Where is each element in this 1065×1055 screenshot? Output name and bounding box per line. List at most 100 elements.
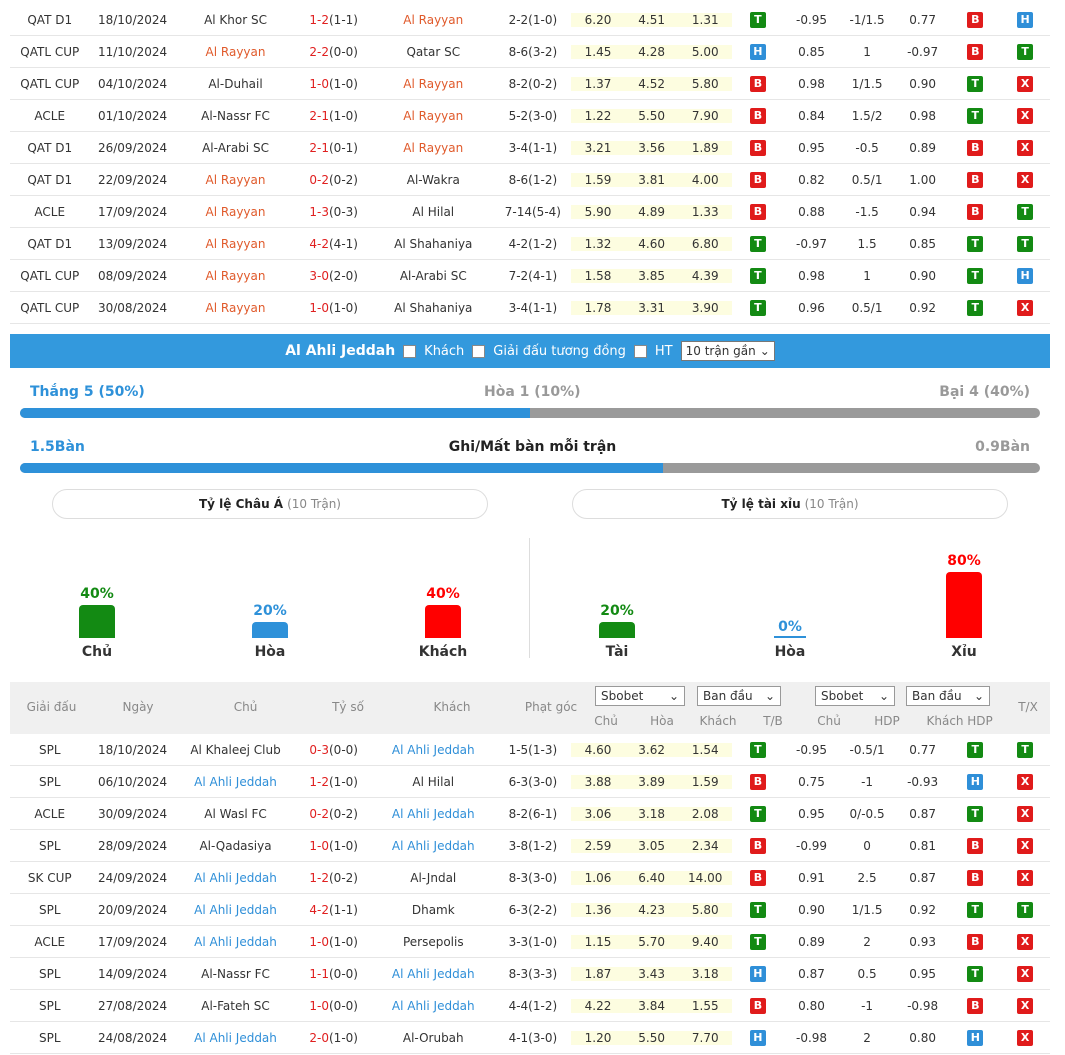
home-team-cell[interactable]: Al Khaleej Club bbox=[190, 742, 281, 757]
table-row[interactable]: SPL 20/09/2024 Al Ahli Jeddah 4-2(1-1) Dhamk… bbox=[10, 894, 1050, 926]
home-team-cell[interactable]: Al-Arabi SC bbox=[202, 140, 269, 155]
home-team-cell[interactable]: Al Rayyan bbox=[205, 268, 266, 283]
score-cell[interactable]: 1-2(1-1) bbox=[295, 13, 372, 27]
bar-category-label: Tài bbox=[605, 644, 629, 660]
score-cell[interactable]: 1-0(1-0) bbox=[295, 77, 372, 91]
table-row[interactable]: SPL 18/10/2024 Al Khaleej Club 0-3(0-0) Al A… bbox=[10, 734, 1050, 766]
away-team-cell[interactable]: Persepolis bbox=[402, 934, 464, 949]
score-cell[interactable]: 1-0(1-0) bbox=[295, 935, 372, 949]
home-team-cell[interactable]: Al Ahli Jeddah bbox=[194, 774, 277, 789]
table-row[interactable]: SPL 06/10/2024 Al Ahli Jeddah 1-2(1-0) Al Hi… bbox=[10, 766, 1050, 798]
away-team-cell[interactable]: Qatar SC bbox=[406, 44, 461, 59]
odds-type-select-1[interactable]: Ban đầu ⌄ bbox=[697, 686, 781, 706]
score-value: 1-2 bbox=[309, 774, 329, 789]
table-row[interactable]: QATL CUP 11/10/2024 Al Rayyan 2-2(0-0) Qatar… bbox=[10, 36, 1050, 68]
away-odds-cell: 1.31 bbox=[678, 12, 733, 27]
table-row[interactable]: QAT D1 13/09/2024 Al Rayyan 4-2(4-1) Al Shah… bbox=[10, 228, 1050, 260]
away-team-cell[interactable]: Al Hilal bbox=[412, 204, 455, 219]
score-cell[interactable]: 2-1(0-1) bbox=[295, 141, 372, 155]
home-team-cell[interactable]: Al Rayyan bbox=[205, 204, 266, 219]
odds-type-select-2[interactable]: Ban đầu ⌄ bbox=[906, 686, 990, 706]
away-team-cell[interactable]: Al Shahaniya bbox=[394, 236, 473, 251]
table-row[interactable]: SPL 14/09/2024 Al-Nassr FC 1-1(0-0) Al Ahli … bbox=[10, 958, 1050, 990]
away-team-cell[interactable]: Al Rayyan bbox=[403, 12, 464, 27]
bookmaker-select-2[interactable]: Sbobet ⌄ bbox=[815, 686, 895, 706]
home-team-cell[interactable]: Al-Fateh SC bbox=[201, 998, 270, 1013]
score-cell[interactable]: 3-0(2-0) bbox=[295, 269, 372, 283]
away-team-cell[interactable]: Al Rayyan bbox=[403, 140, 464, 155]
odds-type-select-2-value: Ban đầu bbox=[912, 689, 962, 703]
away-team-cell[interactable]: Al Ahli Jeddah bbox=[391, 806, 475, 821]
score-cell[interactable]: 0-3(0-0) bbox=[295, 743, 372, 757]
away-team-cell[interactable]: Al-Orubah bbox=[402, 1030, 464, 1045]
score-value: 1-0 bbox=[309, 998, 329, 1013]
score-cell[interactable]: 1-0(1-0) bbox=[295, 839, 372, 853]
home-team-cell[interactable]: Al Rayyan bbox=[205, 44, 266, 59]
home-team-cell[interactable]: Al-Nassr FC bbox=[201, 966, 270, 981]
table-row[interactable]: SPL 24/08/2024 Al Ahli Jeddah 2-0(1-0) Al-Or… bbox=[10, 1022, 1050, 1054]
score-cell[interactable]: 2-1(1-0) bbox=[295, 109, 372, 123]
score-cell[interactable]: 1-3(0-3) bbox=[295, 205, 372, 219]
score-cell[interactable]: 1-2(0-2) bbox=[295, 871, 372, 885]
score-cell[interactable]: 2-0(1-0) bbox=[295, 1031, 372, 1045]
away-team-cell[interactable]: Dhamk bbox=[411, 902, 455, 917]
away-team-cell[interactable]: Al-Wakra bbox=[406, 172, 460, 187]
table-row[interactable]: QAT D1 26/09/2024 Al-Arabi SC 2-1(0-1) Al Ra… bbox=[10, 132, 1050, 164]
home-team-cell[interactable]: Al-Qadasiya bbox=[199, 838, 272, 853]
home-team-cell[interactable]: Al Ahli Jeddah bbox=[194, 1030, 277, 1045]
table-row[interactable]: SPL 28/09/2024 Al-Qadasiya 1-0(1-0) Al Ahli … bbox=[10, 830, 1050, 862]
home-team-cell[interactable]: Al Wasl FC bbox=[204, 806, 267, 821]
score-cell[interactable]: 0-2(0-2) bbox=[295, 173, 372, 187]
away-team-cell[interactable]: Al-Jndal bbox=[410, 870, 457, 885]
home-team-cell[interactable]: Al Ahli Jeddah bbox=[194, 934, 277, 949]
same-league-checkbox[interactable] bbox=[472, 344, 486, 358]
score-cell[interactable]: 2-2(0-0) bbox=[295, 45, 372, 59]
result-badge: B bbox=[967, 997, 984, 1014]
ht-checkbox[interactable] bbox=[633, 344, 647, 358]
away-team-cell[interactable]: Al Hilal bbox=[412, 774, 455, 789]
table-row[interactable]: ACLE 30/09/2024 Al Wasl FC 0-2(0-2) Al Ahli … bbox=[10, 798, 1050, 830]
table-row[interactable]: ACLE 01/10/2024 Al-Nassr FC 2-1(1-0) Al Rayy… bbox=[10, 100, 1050, 132]
table-row[interactable]: QATL CUP 08/09/2024 Al Rayyan 3-0(2-0) Al-Ar… bbox=[10, 260, 1050, 292]
home-team-cell[interactable]: Al Khor SC bbox=[204, 12, 267, 27]
home-team-cell[interactable]: Al Rayyan bbox=[205, 300, 266, 315]
bookmaker-select-2-value: Sbobet bbox=[821, 689, 864, 703]
table-row[interactable]: QAT D1 22/09/2024 Al Rayyan 0-2(0-2) Al-Wakr… bbox=[10, 164, 1050, 196]
range-select[interactable]: 10 trận gần ⌄ bbox=[680, 341, 775, 361]
score-cell[interactable]: 4-2(1-1) bbox=[295, 903, 372, 917]
table-row[interactable]: QAT D1 18/10/2024 Al Khor SC 1-2(1-1) Al Ray… bbox=[10, 4, 1050, 36]
ou-result-cell: T bbox=[1000, 741, 1050, 758]
away-team-cell[interactable]: Al-Arabi SC bbox=[399, 268, 467, 283]
away-team-cell[interactable]: Al Ahli Jeddah bbox=[391, 838, 475, 853]
score-cell[interactable]: 1-2(1-0) bbox=[295, 775, 372, 789]
ah-away-cell: 0.90 bbox=[909, 268, 936, 283]
table-row[interactable]: QATL CUP 04/10/2024 Al-Duhail 1-0(1-0) Al Ra… bbox=[10, 68, 1050, 100]
away-checkbox[interactable] bbox=[403, 344, 417, 358]
table-row[interactable]: SK CUP 24/09/2024 Al Ahli Jeddah 1-2(0-2) Al… bbox=[10, 862, 1050, 894]
away-team-cell[interactable]: Al Rayyan bbox=[403, 76, 464, 91]
score-cell[interactable]: 0-2(0-2) bbox=[295, 807, 372, 821]
table-row[interactable]: ACLE 17/09/2024 Al Rayyan 1-3(0-3) Al Hilal 7… bbox=[10, 196, 1050, 228]
home-team-cell[interactable]: Al-Nassr FC bbox=[201, 108, 270, 123]
away-team-cell[interactable]: Al Ahli Jeddah bbox=[391, 998, 475, 1013]
score-cell[interactable]: 1-0(0-0) bbox=[295, 999, 372, 1013]
away-team-cell[interactable]: Al Ahli Jeddah bbox=[391, 966, 475, 981]
home-team-cell[interactable]: Al Ahli Jeddah bbox=[194, 870, 277, 885]
table-row[interactable]: SPL 27/08/2024 Al-Fateh SC 1-0(0-0) Al Ahli … bbox=[10, 990, 1050, 1022]
home-team-cell[interactable]: Al Ahli Jeddah bbox=[194, 902, 277, 917]
halftime-score: (0-3) bbox=[329, 204, 358, 219]
away-team-cell[interactable]: Al Rayyan bbox=[403, 108, 464, 123]
away-team-cell[interactable]: Al Ahli Jeddah bbox=[391, 742, 475, 757]
over-under-tab[interactable]: Tỷ lệ tài xỉu (10 Trận) bbox=[572, 489, 1008, 519]
home-team-cell[interactable]: Al Rayyan bbox=[205, 236, 266, 251]
table-row[interactable]: QATL CUP 30/08/2024 Al Rayyan 1-0(1-0) Al Sh… bbox=[10, 292, 1050, 324]
asian-odds-tab[interactable]: Tỷ lệ Châu Á (10 Trận) bbox=[52, 489, 488, 519]
bookmaker-select-1[interactable]: Sbobet ⌄ bbox=[595, 686, 685, 706]
score-cell[interactable]: 1-0(1-0) bbox=[295, 301, 372, 315]
table-row[interactable]: ACLE 17/09/2024 Al Ahli Jeddah 1-0(1-0) Pers… bbox=[10, 926, 1050, 958]
away-team-cell[interactable]: Al Shahaniya bbox=[394, 300, 473, 315]
score-cell[interactable]: 1-1(0-0) bbox=[295, 967, 372, 981]
home-team-cell[interactable]: Al Rayyan bbox=[205, 172, 266, 187]
score-cell[interactable]: 4-2(4-1) bbox=[295, 237, 372, 251]
home-team-cell[interactable]: Al-Duhail bbox=[208, 76, 263, 91]
